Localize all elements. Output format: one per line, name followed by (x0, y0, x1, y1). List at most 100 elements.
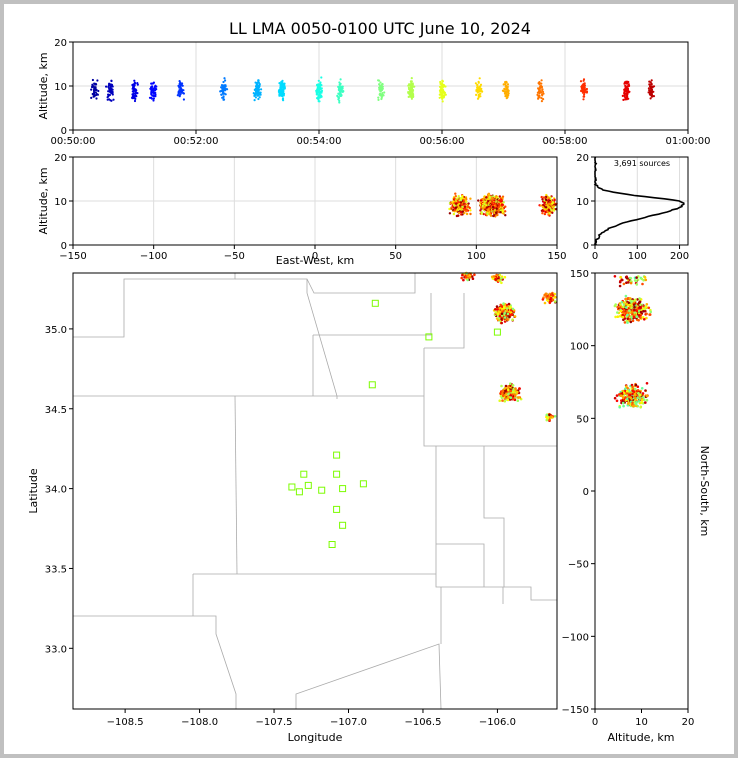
source-point (178, 80, 181, 83)
source-point (620, 301, 624, 304)
source-point (477, 96, 480, 99)
source-point (182, 89, 185, 92)
source-point (256, 94, 259, 97)
source-point (131, 95, 134, 98)
station-marker (333, 470, 341, 478)
source-point (505, 318, 509, 321)
source-point (631, 392, 634, 396)
source-point (645, 312, 648, 316)
source-point (380, 88, 383, 92)
source-point (552, 209, 556, 212)
source-point (506, 312, 510, 316)
source-point (440, 95, 443, 98)
source-point (536, 93, 539, 96)
source-point (582, 78, 586, 81)
source-point (224, 93, 227, 96)
source-point (109, 89, 112, 93)
map-panel: −108.5 −108.0 −107.5 −107.0 −106.5 −106.0 33.0… (27, 271, 558, 744)
source-point (498, 195, 501, 198)
source-point (629, 277, 633, 280)
source-point (504, 82, 507, 86)
source-point (413, 85, 416, 88)
source-point (634, 393, 637, 397)
source-point (495, 305, 499, 308)
source-point (549, 203, 552, 206)
source-point (634, 396, 637, 400)
source-point (509, 396, 513, 400)
source-point (541, 90, 545, 93)
source-point (466, 205, 470, 209)
source-point (457, 205, 460, 209)
source-point (448, 207, 451, 211)
source-point (486, 212, 489, 215)
source-point (540, 100, 544, 103)
source-point (476, 84, 479, 88)
source-point (548, 418, 551, 422)
source-point (456, 214, 460, 217)
source-point (485, 206, 489, 209)
source-point (451, 201, 454, 204)
source-point (495, 207, 498, 210)
ns-xlabel: Altitude, km (607, 731, 674, 744)
source-point (635, 276, 638, 279)
source-point (554, 203, 557, 206)
source-point (511, 384, 515, 387)
source-point (480, 199, 483, 202)
x-tick-label: 20 (682, 717, 695, 728)
source-point (460, 207, 463, 210)
source-point (635, 315, 638, 319)
source-point (624, 89, 627, 92)
x-tick-label: −106.5 (404, 717, 441, 728)
source-point (454, 206, 458, 209)
source-point (338, 101, 341, 104)
source-point (497, 206, 500, 209)
source-point (498, 399, 502, 403)
source-point (461, 194, 464, 198)
source-point (541, 198, 544, 201)
source-point (112, 98, 115, 101)
source-point (317, 94, 320, 97)
source-point (317, 98, 320, 101)
source-point (544, 210, 547, 214)
source-point (481, 204, 484, 208)
source-point (511, 397, 515, 401)
source-point (90, 88, 93, 91)
source-point (441, 100, 444, 103)
source-point (464, 203, 467, 206)
source-point (500, 203, 504, 206)
source-point (622, 282, 626, 286)
source-point (133, 81, 136, 84)
source-point (545, 418, 549, 422)
source-point (511, 307, 515, 311)
source-point (647, 87, 651, 90)
source-point (450, 206, 453, 209)
source-point (623, 321, 627, 324)
source-point (464, 208, 467, 211)
source-point (498, 314, 502, 318)
source-point (182, 98, 185, 101)
ns-ylabel: North-South, km (698, 446, 711, 537)
source-point (459, 201, 463, 204)
source-point (257, 79, 260, 82)
source-point (131, 84, 135, 87)
source-point (453, 204, 456, 207)
source-point (409, 89, 413, 92)
source-point (488, 207, 491, 210)
source-point (493, 199, 496, 202)
x-tick-label: 10 (635, 717, 648, 728)
x-tick-label: 200 (670, 251, 689, 262)
source-point (650, 83, 653, 86)
x-tick-label: 0 (592, 717, 598, 728)
source-point (633, 308, 636, 312)
source-point (624, 294, 628, 298)
source-point (501, 392, 504, 395)
source-point (461, 205, 464, 208)
source-point (584, 88, 587, 91)
source-point (377, 96, 380, 99)
source-point (627, 83, 630, 86)
source-point (539, 86, 542, 89)
county-border (235, 273, 416, 294)
source-point (483, 195, 486, 199)
source-point (493, 202, 497, 205)
source-point (494, 311, 498, 314)
